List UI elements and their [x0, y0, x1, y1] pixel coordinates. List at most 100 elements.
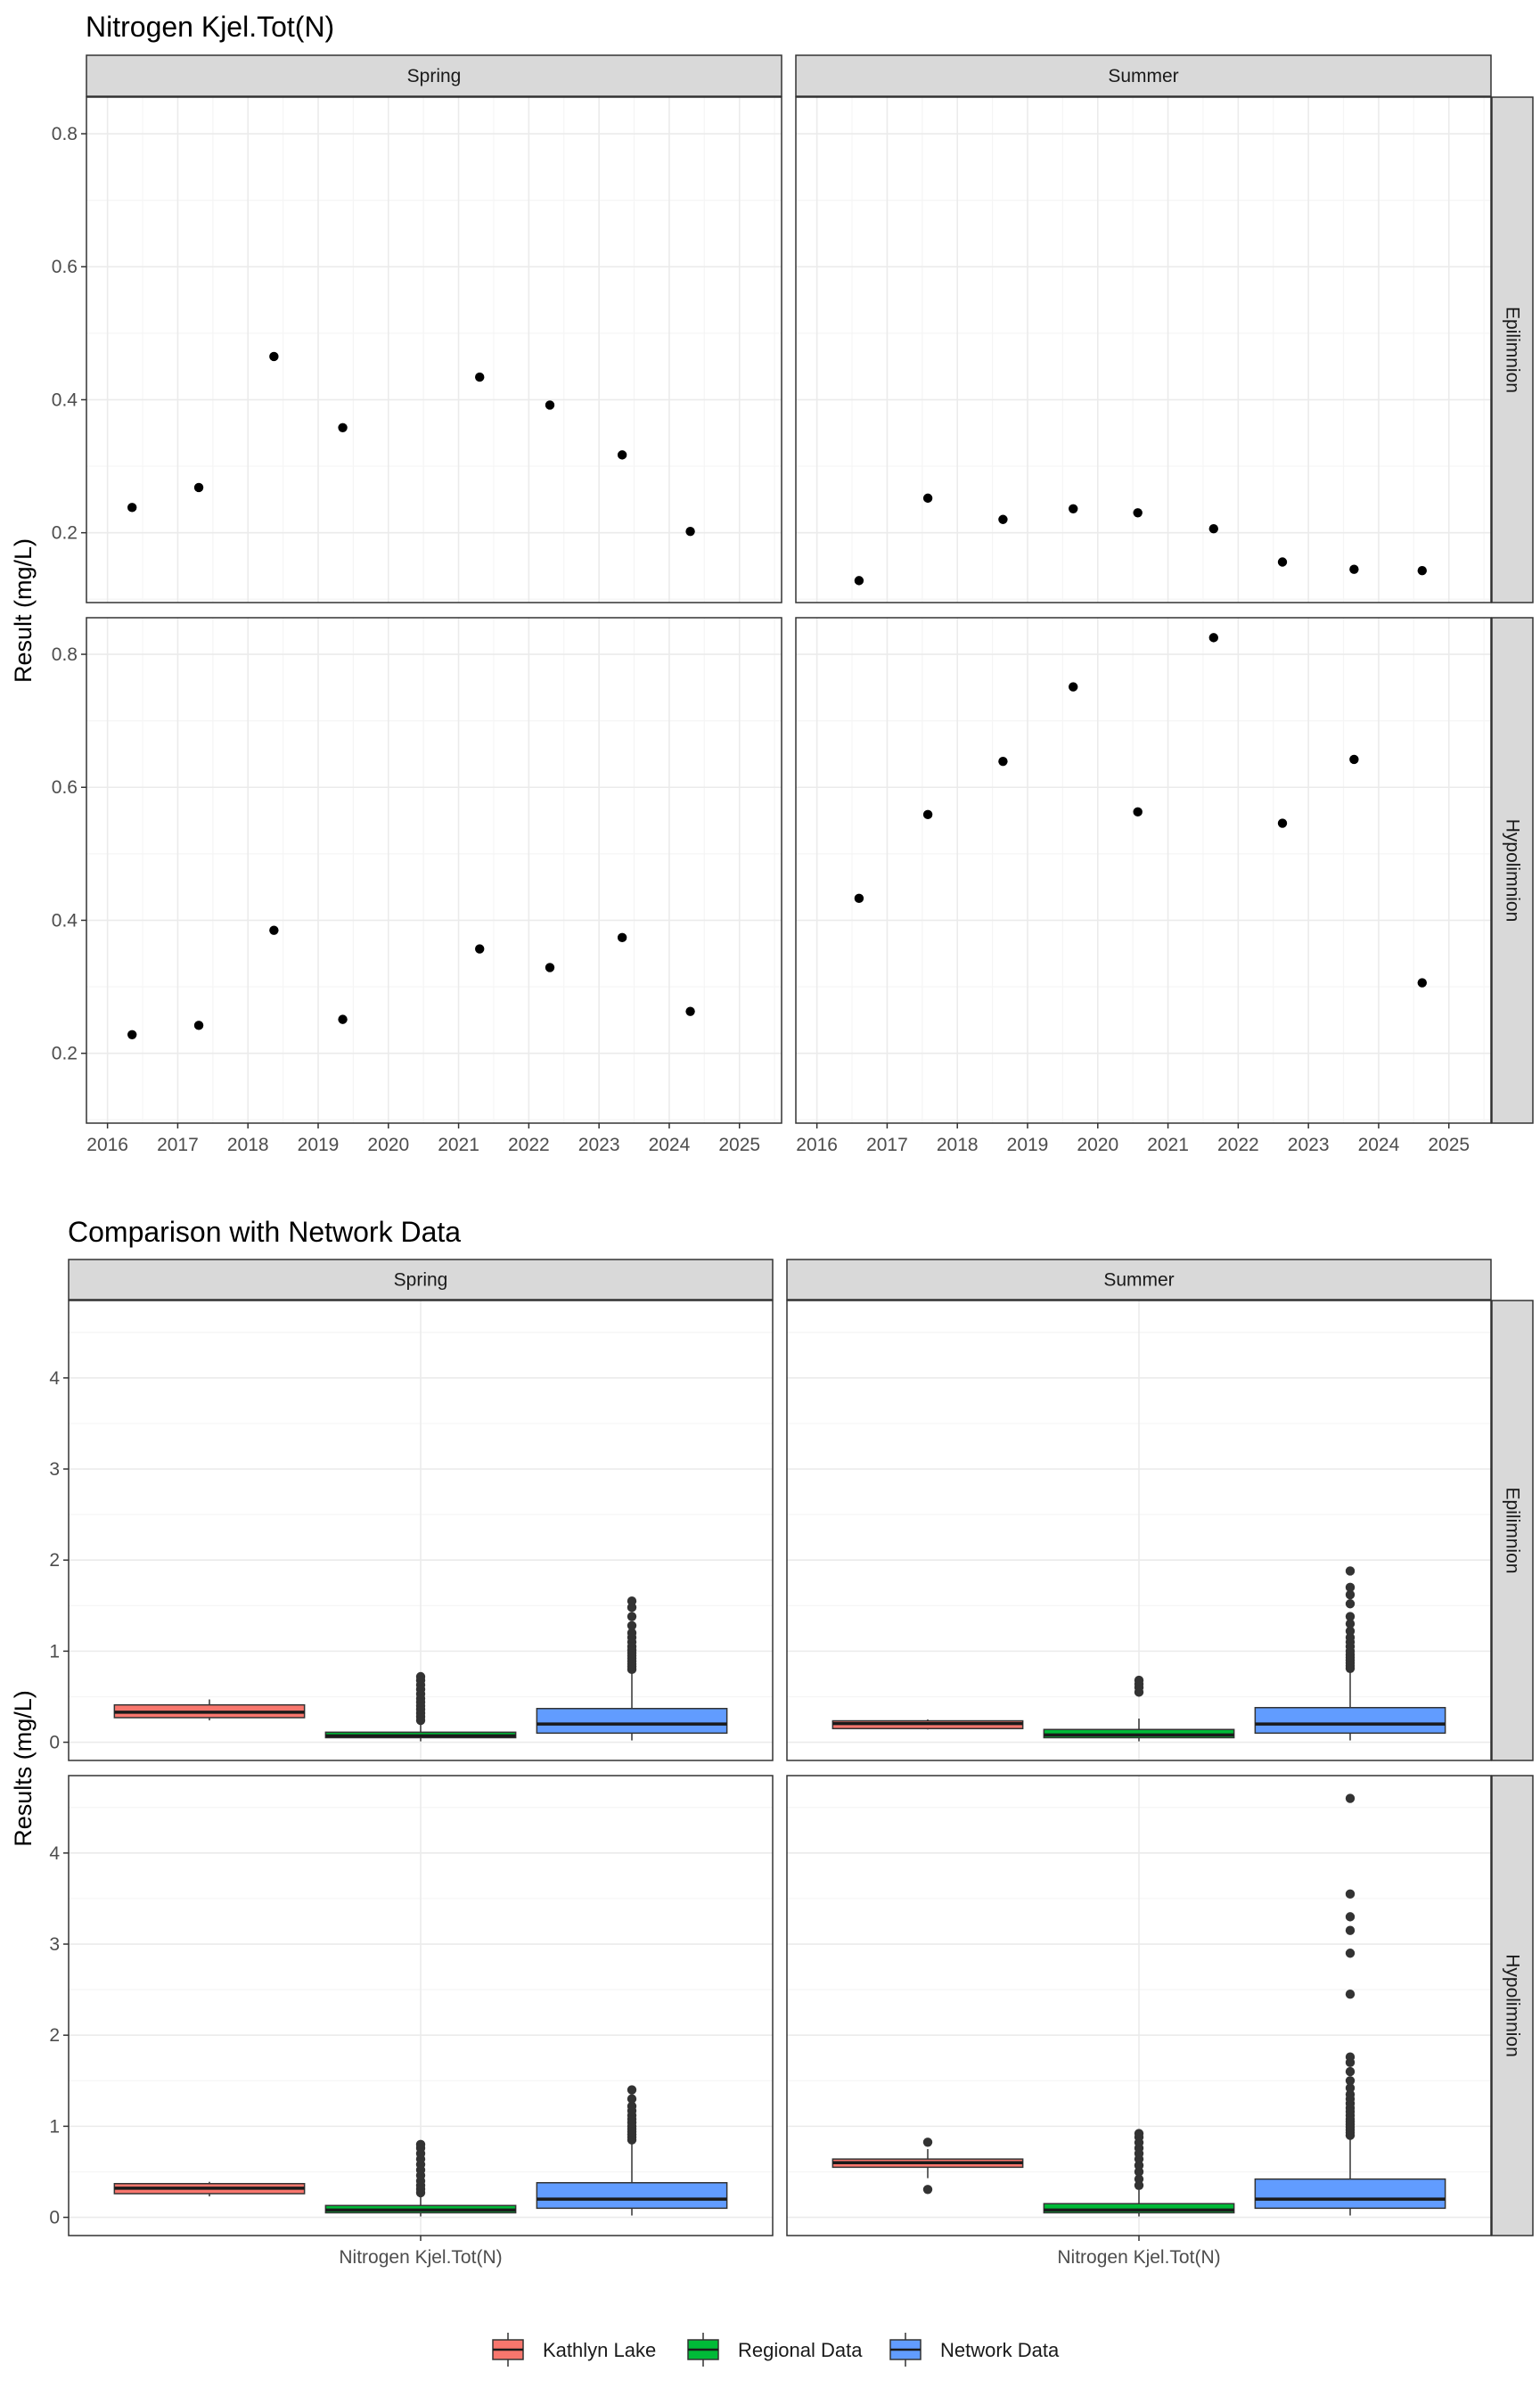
box-regional-data: [324, 2139, 517, 2217]
x-tick-label: 2019: [1007, 1135, 1049, 1155]
data-point: [127, 503, 137, 513]
data-point: [617, 450, 627, 460]
y-tick-label: 0: [49, 2208, 60, 2228]
data-point: [617, 932, 627, 943]
data-point: [1417, 978, 1427, 988]
box-outlier: [1345, 1582, 1356, 1593]
box-outlier: [922, 2138, 933, 2147]
box-network-data: [536, 2085, 728, 2216]
box-chart-title: Comparison with Network Data: [68, 1216, 461, 1248]
strip-epilimnion: [1491, 1300, 1534, 1761]
box-kathlyn-lake: [113, 1699, 306, 1721]
legend: Kathlyn Lake Regional Data Network Data: [492, 2333, 1060, 2367]
y-axis-title: Result (mg/L): [10, 538, 37, 683]
strip-label-epilimnion: Epilimnion: [1503, 307, 1523, 393]
box-body: [1043, 2203, 1235, 2214]
x-tick-label: 2016: [86, 1135, 128, 1155]
legend-item-regional-data: Regional Data: [687, 2333, 863, 2367]
y-tick-label: 1: [49, 1641, 60, 1662]
data-point: [922, 809, 933, 820]
x-tick-label: 2024: [649, 1135, 691, 1155]
box-network-data: [1254, 1793, 1446, 2216]
data-point: [685, 1006, 695, 1016]
box-kathlyn-lake: [831, 2138, 1024, 2195]
panel-summer-hypolimnion: [786, 1775, 1492, 2236]
legend-label: Regional Data: [738, 2339, 863, 2361]
box-body: [1254, 1706, 1446, 1735]
box-network-data: [536, 1596, 728, 1741]
x-tick-label: 2017: [866, 1135, 908, 1155]
data-point: [1349, 564, 1359, 574]
x-tick-label: 2021: [438, 1135, 479, 1155]
data-point: [193, 1021, 204, 1030]
box-outlier: [627, 1628, 637, 1638]
box-outlier: [1345, 1599, 1356, 1609]
box-regional-data: [1043, 1675, 1235, 1742]
box-outlier: [1345, 1619, 1356, 1629]
panel-background: [86, 97, 782, 603]
panel-border: [86, 617, 782, 1124]
box-outlier: [1134, 2161, 1144, 2170]
y-tick-label: 1: [49, 2116, 60, 2137]
y-axis-title: Results (mg/L): [10, 1690, 37, 1847]
box-body: [536, 2181, 728, 2210]
box-outlier: [922, 2185, 933, 2195]
box-outlier: [1345, 1589, 1356, 1600]
box-outlier: [627, 1596, 637, 1606]
box-outlier: [1134, 2167, 1144, 2177]
box-outlier: [1345, 1925, 1356, 1935]
data-point: [854, 576, 864, 586]
data-point: [545, 400, 555, 410]
y-tick-label: 0.6: [52, 777, 78, 798]
box-outlier: [627, 2094, 637, 2104]
strip-label-summer: Summer: [1103, 1270, 1174, 1291]
legend-item-kathlyn-lake: Kathlyn Lake: [492, 2333, 656, 2367]
panel-summer-epilimnion: [795, 96, 1492, 603]
box-outlier: [1345, 1990, 1356, 1999]
data-point: [922, 493, 933, 504]
box-kathlyn-lake: [113, 2181, 306, 2197]
panel-background: [86, 618, 782, 1123]
box-outlier: [1345, 1566, 1356, 1576]
data-point: [1133, 807, 1143, 817]
box-outlier: [1345, 1632, 1356, 1643]
box-outlier: [1345, 1889, 1356, 1900]
box-outlier: [1134, 2129, 1144, 2138]
x-tick-label: 2018: [937, 1135, 979, 1155]
x-tick-label: Nitrogen Kjel.Tot(N): [339, 2247, 502, 2268]
y-tick-label: 0.2: [52, 523, 78, 544]
panel-spring-epilimnion: [68, 1300, 774, 1761]
legend-label: Kathlyn Lake: [543, 2339, 656, 2361]
data-point: [1277, 818, 1288, 828]
data-point: [475, 372, 485, 382]
box-outlier: [627, 2101, 637, 2112]
box-outlier: [1345, 1793, 1356, 1803]
x-tick-label: 2021: [1147, 1135, 1189, 1155]
data-point: [338, 1014, 348, 1024]
data-point: [685, 526, 695, 537]
panel-border: [795, 617, 1492, 1124]
data-point: [127, 1030, 137, 1039]
box-body: [1254, 2178, 1446, 2210]
panel-background: [796, 618, 1491, 1123]
data-point: [854, 893, 864, 904]
box-outlier: [1345, 1912, 1356, 1922]
strip-epilimnion: [1491, 96, 1534, 603]
box-outlier: [1134, 2180, 1144, 2191]
legend-item-network-data: Network Data: [889, 2333, 1060, 2367]
strip-hypolimnion: [1491, 617, 1534, 1124]
data-point: [1417, 565, 1427, 576]
panel-border: [795, 96, 1492, 603]
strip-summer: [786, 1259, 1492, 1301]
box-outlier: [1345, 1949, 1356, 1958]
x-tick-label: 2023: [578, 1135, 620, 1155]
strip-hypolimnion: [1491, 1775, 1534, 2236]
box-kathlyn-lake: [831, 1719, 1024, 1730]
y-tick-label: 0.6: [52, 257, 78, 277]
data-point: [1208, 523, 1218, 534]
panel-border: [68, 1300, 774, 1761]
x-tick-label: 2019: [298, 1135, 340, 1155]
strip-summer: [795, 54, 1492, 97]
x-tick-label: 2022: [1217, 1135, 1259, 1155]
